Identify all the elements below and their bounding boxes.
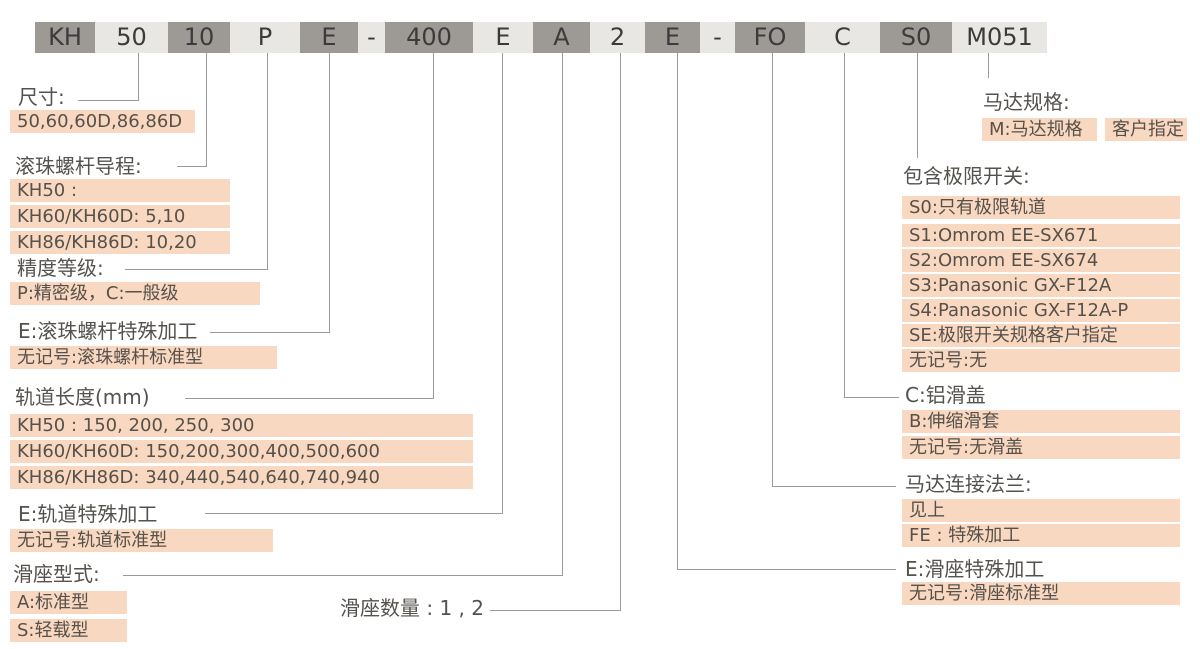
- limit-switch-option: S1:Omrom EE-SX671: [902, 224, 1180, 247]
- slider-type-option: A:标准型: [10, 591, 127, 614]
- size-title: 尺寸:: [18, 85, 65, 109]
- connector-motor-spec: [988, 53, 989, 78]
- connector-size: [78, 53, 139, 101]
- cover-title: C:铝滑盖: [905, 383, 986, 407]
- code-segment-lead: 10: [168, 22, 230, 53]
- screw-special-title: E:滚珠螺杆特殊加工: [18, 319, 198, 343]
- rail-special-title: E:轨道特殊加工: [18, 502, 158, 526]
- connector-screw-special: [210, 53, 330, 333]
- motor-spec-option: M:马达规格: [982, 118, 1097, 141]
- rail-length-option: KH60/KH60D: 150,200,300,400,500,600: [10, 440, 473, 463]
- limit-switch-option: S4:Panasonic GX-F12A-P: [902, 299, 1180, 322]
- code-segment-precision: P: [230, 22, 300, 53]
- connector-rail-special: [205, 53, 503, 514]
- code-segment-slider-qty: 2: [590, 22, 645, 53]
- cover-option: B:伸缩滑套: [902, 410, 1180, 433]
- lead-option: KH86/KH86D: 10,20: [10, 231, 230, 254]
- connector-slider-type: [123, 53, 563, 576]
- slider-special-title: E:滑座特殊加工: [905, 557, 1045, 581]
- code-segment-rail-special: E: [473, 22, 533, 53]
- lead-option: KH50 :: [10, 179, 230, 202]
- limit-switch-title: 包含极限开关:: [903, 164, 1030, 188]
- code-segment-slider-special: E: [645, 22, 700, 53]
- slider-type-title: 滑座型式:: [13, 562, 100, 586]
- motor-spec-title: 马达规格:: [983, 90, 1070, 114]
- limit-switch-option: 无记号:无: [902, 349, 1180, 372]
- code-segment-limit-switch: S0: [880, 22, 952, 53]
- connector-precision: [125, 53, 268, 270]
- limit-switch-option: SE:极限开关规格客户指定: [902, 324, 1180, 347]
- flange-option: FE : 特殊加工: [902, 524, 1180, 547]
- rail-length-option: KH50 : 150, 200, 250, 300: [10, 414, 473, 437]
- rail-length-option: KH86/KH86D: 340,440,540,640,740,940: [10, 466, 473, 489]
- motor-spec-option: 客户指定: [1105, 118, 1187, 141]
- code-segment-dash-2: -: [700, 22, 735, 53]
- code-segment-slider-type: A: [533, 22, 590, 53]
- code-segment-series: KH: [35, 22, 95, 53]
- connector-rail-length: [185, 53, 434, 399]
- slider-special-option: 无记号:滑座标准型: [902, 582, 1180, 605]
- code-segment-motor-spec: M051: [952, 22, 1047, 53]
- cover-option: 无记号:无滑盖: [902, 436, 1180, 459]
- flange-option: 见上: [902, 499, 1180, 522]
- code-segment-size: 50: [95, 22, 168, 53]
- connector-slider-special: [677, 53, 896, 570]
- limit-switch-option: S0:只有极限轨道: [902, 196, 1180, 219]
- rail-special-option: 无记号:轨道标准型: [10, 529, 273, 552]
- flange-title: 马达连接法兰:: [905, 472, 1032, 496]
- code-segment-rail-length: 400: [385, 22, 473, 53]
- limit-switch-option: S2:Omrom EE-SX674: [902, 249, 1180, 272]
- connector-cover: [844, 53, 899, 398]
- code-segment-flange: FO: [735, 22, 805, 53]
- connector-limit-switch: [917, 53, 918, 158]
- connector-slider-qty: [490, 53, 621, 611]
- lead-title: 滚珠螺杆导程:: [15, 154, 142, 178]
- screw-special-option: 无记号:滚珠螺杆标准型: [10, 346, 277, 369]
- code-segment-dash-1: -: [358, 22, 385, 53]
- limit-switch-option: S3:Panasonic GX-F12A: [902, 274, 1180, 297]
- connector-lead: [177, 53, 207, 167]
- precision-option: P:精密级，C:一般级: [10, 282, 260, 305]
- lead-option: KH60/KH60D: 5,10: [10, 205, 230, 228]
- precision-title: 精度等级:: [17, 256, 104, 280]
- connector-flange: [772, 53, 896, 487]
- code-segment-screw-special: E: [300, 22, 358, 53]
- slider-qty-label: 滑座数量 : 1 , 2: [340, 596, 484, 620]
- rail-length-title: 轨道长度(mm): [15, 385, 150, 409]
- size-option: 50,60,60D,86,86D: [10, 110, 195, 133]
- slider-type-option: S:轻载型: [10, 619, 127, 642]
- code-segment-cover: C: [805, 22, 880, 53]
